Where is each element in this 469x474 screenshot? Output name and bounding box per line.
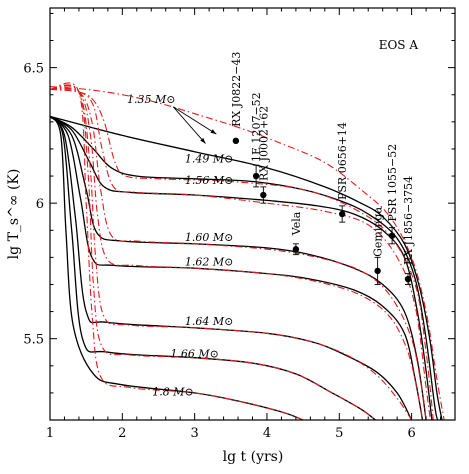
observation-point — [260, 191, 267, 199]
y-tick-label: 6 — [36, 197, 44, 212]
cooling-curve-solid-0 — [50, 115, 443, 420]
cooling-curve-solid-3 — [50, 115, 427, 420]
x-tick-label: 1 — [46, 426, 54, 441]
mass-arrow-line — [173, 106, 217, 135]
mass-label: 1.49 M⊙ — [185, 153, 233, 166]
mass-label: 1.60 M⊙ — [185, 231, 233, 244]
observations-layer — [232, 137, 412, 285]
cooling-curve-solid-2 — [50, 115, 433, 420]
cooling-curve-dashdot-9 — [50, 88, 434, 420]
observation-label: RX J0002+62 — [257, 106, 270, 181]
x-axis-title: lg t (yrs) — [223, 449, 284, 465]
curves-layer — [50, 82, 445, 420]
observation-label: PSR 1055−52 — [386, 144, 399, 222]
cooling-curve-dashdot-13 — [50, 85, 413, 420]
mass-label: 1.56 M⊙ — [185, 174, 233, 187]
mass-arrow-line — [172, 106, 206, 144]
mass-label: 1.62 M⊙ — [185, 256, 233, 269]
observation-label: RX J1856−3754 — [402, 176, 415, 265]
observation-point — [404, 275, 412, 283]
x-tick-label: 6 — [407, 426, 415, 441]
y-axis-title: lg T_s^∞ (K) — [6, 169, 22, 260]
x-tick-label: 5 — [335, 426, 343, 441]
chart-title: EOS A — [379, 38, 419, 52]
observation-point — [338, 210, 346, 218]
observation-point — [374, 267, 381, 275]
observation-point — [232, 137, 240, 145]
observation-label: 1E 1207−52 — [250, 92, 263, 162]
mass-arrow-head — [210, 129, 217, 135]
mass-label: 1.64 M⊙ — [185, 315, 233, 328]
cooling-curve-dashdot-12 — [50, 87, 424, 420]
x-tick-label: 2 — [118, 426, 126, 441]
x-tick-label: 4 — [263, 426, 271, 441]
cooling-curve-dashdot-8 — [50, 86, 445, 420]
observation-point — [388, 232, 396, 239]
mass-label: 1.8 M⊙ — [152, 386, 193, 399]
x-tick-label: 3 — [191, 426, 199, 441]
y-tick-label: 6.5 — [23, 62, 44, 77]
observation-point — [292, 246, 300, 253]
cooling-curve-dashdot-15 — [50, 82, 304, 420]
observation-label: RX J0822−43 — [230, 52, 243, 127]
observation-label: Vela — [290, 211, 303, 236]
cooling-curve-dashdot-11 — [50, 88, 427, 420]
mass-arrow-head — [200, 137, 206, 144]
observation-label: PSR 0656+14 — [336, 122, 349, 200]
cooling-curve-solid-4 — [50, 115, 424, 420]
mass-label: 1.66 M⊙ — [170, 348, 218, 361]
y-tick-label: 5.5 — [23, 333, 44, 348]
observation-label: Geminga — [372, 207, 385, 257]
cooling-curve-dashdot-10 — [50, 88, 431, 420]
observation-point — [252, 172, 260, 180]
cooling-curve-dashdot-14 — [50, 84, 376, 420]
ticks-layer: 1 2 3 4 5 6 5.5 6 6.5 — [23, 8, 456, 441]
mass-label: 1.35 M⊙ — [127, 93, 175, 106]
